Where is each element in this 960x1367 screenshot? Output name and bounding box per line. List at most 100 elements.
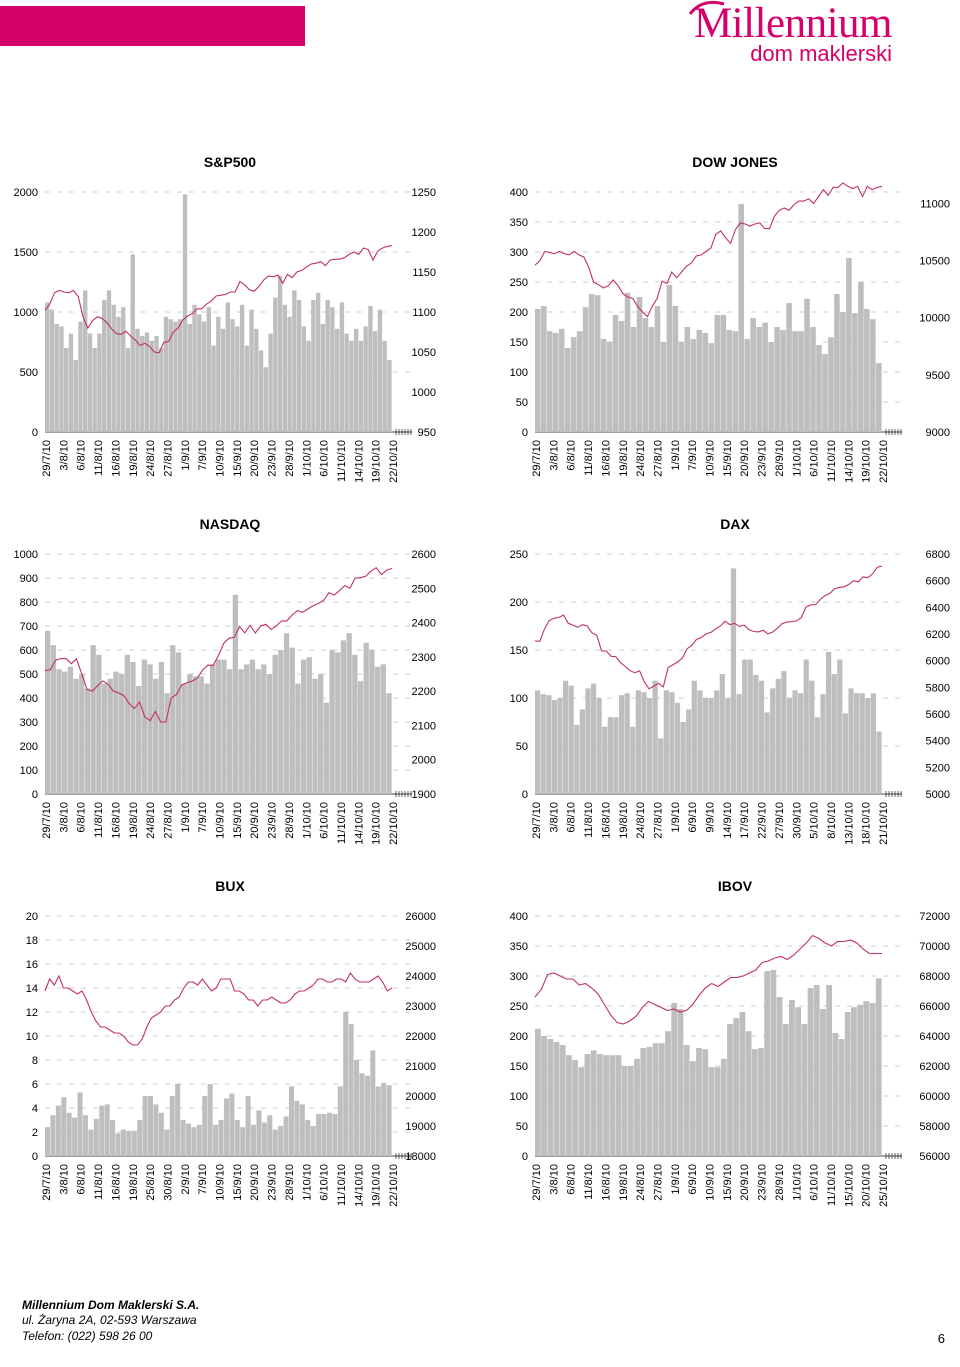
right-tick-label: 6800 xyxy=(926,549,950,561)
right-tick-label: 5400 xyxy=(926,736,950,748)
x-tick-label: 27/8/10 xyxy=(652,802,664,839)
volume-bar xyxy=(859,693,865,794)
volume-bar xyxy=(858,282,864,432)
volume-bar xyxy=(585,688,591,794)
volume-bar xyxy=(124,654,130,794)
x-tick-label: 19/10/10 xyxy=(371,802,383,845)
volume-bar xyxy=(732,331,739,432)
volume-bar xyxy=(99,1105,105,1156)
volume-bar xyxy=(816,345,822,432)
volume-bar xyxy=(140,336,145,432)
left-tick-label: 500 xyxy=(20,669,38,681)
x-tick-label: 6/10/10 xyxy=(319,440,331,477)
volume-bar xyxy=(245,1096,251,1156)
volume-bar xyxy=(263,367,269,432)
left-tick-label: 14 xyxy=(26,983,38,995)
right-tick-label: 58000 xyxy=(919,1121,950,1133)
chart-title-sp500: S&P500 xyxy=(203,154,257,170)
volume-bar xyxy=(854,693,860,794)
volume-bar xyxy=(596,1054,603,1156)
volume-bar xyxy=(831,674,837,794)
volume-bar xyxy=(135,328,140,432)
bux-chart: 0 2 4 6 8 10 12 14 16 18 20 18000 19000 20000 21000 220… xyxy=(26,911,436,1207)
volume-bar xyxy=(669,692,675,794)
x-tick-label: 16/8/10 xyxy=(600,802,612,839)
volume-bar xyxy=(115,1133,121,1156)
x-tick-label: 16/8/10 xyxy=(110,440,122,477)
volume-bar xyxy=(876,731,882,794)
x-tick-label: 19/8/10 xyxy=(618,802,630,839)
volume-bar xyxy=(45,630,51,794)
volume-bar xyxy=(768,342,774,432)
x-tick-label: 28/9/10 xyxy=(284,440,296,477)
volume-bar xyxy=(92,348,97,432)
volume-bar xyxy=(641,692,647,794)
right-tick-label: 64000 xyxy=(919,1031,950,1043)
volume-bar xyxy=(813,985,820,1156)
x-tick-label: 1/9/10 xyxy=(180,440,192,471)
volume-bar xyxy=(213,1124,219,1156)
right-tick-label: 2600 xyxy=(412,549,436,561)
x-tick-label: 14/10/10 xyxy=(353,1164,365,1207)
footer-company: Millennium Dom Maklerski S.A. xyxy=(22,1298,200,1312)
volume-bar xyxy=(207,1084,213,1156)
volume-bar xyxy=(875,978,882,1156)
volume-bar xyxy=(339,302,345,432)
volume-bar xyxy=(96,654,102,794)
volume-bar xyxy=(612,315,619,432)
volume-bar xyxy=(609,1055,616,1156)
volume-bar xyxy=(261,664,267,794)
x-tick-label: 14/9/10 xyxy=(722,802,734,839)
volume-bar xyxy=(363,642,369,794)
volume-bar xyxy=(272,654,278,794)
volume-bar xyxy=(719,674,725,794)
volume-bar xyxy=(173,321,178,432)
volume-bar xyxy=(64,348,69,432)
volume-bar xyxy=(110,1120,116,1156)
left-tick-label: 0 xyxy=(32,1151,38,1163)
left-tick-label: 100 xyxy=(510,693,528,705)
right-tick-label: 10000 xyxy=(919,313,950,325)
volume-bar xyxy=(227,669,233,794)
x-tick-label: 14/10/10 xyxy=(353,802,365,845)
right-tick-label: 5200 xyxy=(926,762,950,774)
volume-bar xyxy=(55,1105,61,1156)
volume-bar xyxy=(756,327,762,432)
volume-bar xyxy=(386,1085,392,1156)
left-tick-label: 300 xyxy=(20,717,38,729)
x-tick-label: 17/9/10 xyxy=(739,802,751,839)
volume-bar xyxy=(97,333,102,432)
volume-bar xyxy=(606,342,613,432)
left-tick-label: 12 xyxy=(26,1007,38,1019)
volume-bar xyxy=(870,319,876,432)
x-tick-label: 7/9/10 xyxy=(197,802,209,833)
volume-bar xyxy=(118,674,125,794)
volume-bar xyxy=(288,1086,295,1156)
volume-bar xyxy=(786,698,793,794)
volume-bar xyxy=(175,652,182,794)
volume-bar xyxy=(164,693,170,794)
volume-bar xyxy=(299,1104,305,1156)
x-tick-label: 15/10/10 xyxy=(843,1164,855,1207)
x-tick-label: 6/8/10 xyxy=(76,802,88,833)
volume-bar xyxy=(557,698,563,794)
volume-bar xyxy=(332,1114,338,1156)
volume-bar xyxy=(618,695,625,794)
volume-bar xyxy=(169,1096,175,1156)
volume-bar xyxy=(320,324,326,432)
left-tick-label: 350 xyxy=(510,217,528,229)
left-tick-label: 1500 xyxy=(14,247,38,259)
right-tick-label: 6200 xyxy=(926,629,950,641)
volume-bar xyxy=(49,309,55,432)
x-tick-label: 7/9/10 xyxy=(197,1164,209,1195)
volume-bar xyxy=(570,337,577,432)
volume-bar xyxy=(660,342,667,432)
x-tick-label: 22/10/10 xyxy=(388,802,400,845)
x-tick-label: 25/8/10 xyxy=(145,1164,157,1201)
volume-bar xyxy=(635,690,641,794)
volume-bar xyxy=(663,690,669,794)
right-tick-label: 25000 xyxy=(405,941,436,953)
volume-bar xyxy=(540,694,546,794)
volume-bar xyxy=(840,312,846,432)
volume-bar xyxy=(780,330,786,432)
